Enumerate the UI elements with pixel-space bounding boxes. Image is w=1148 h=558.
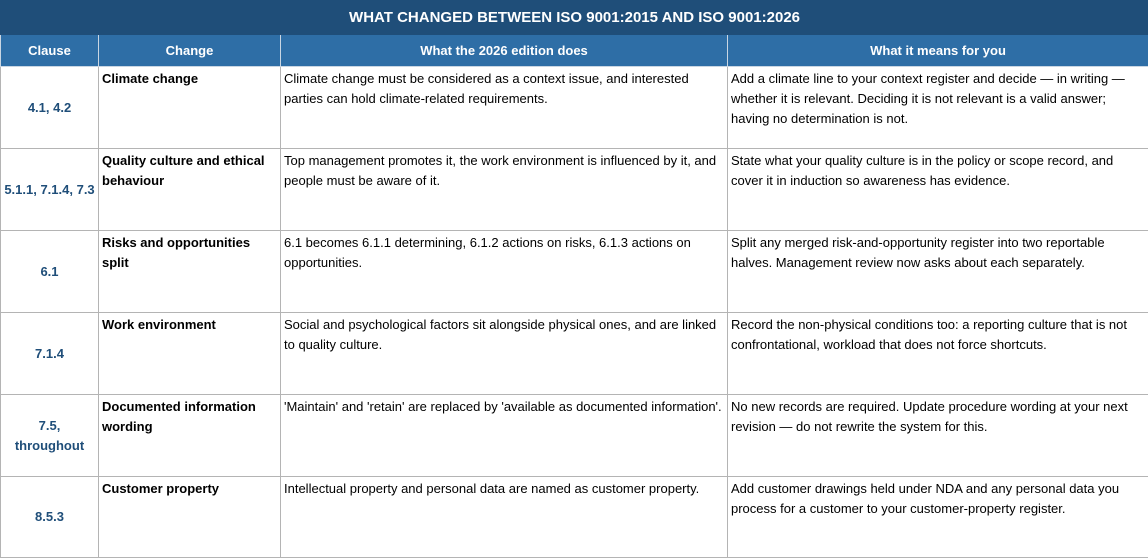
table-row: 7.1.4 Work environment Social and psycho… <box>0 312 1148 395</box>
clause-cell: 4.1, 4.2 <box>0 66 99 149</box>
title-row: WHAT CHANGED BETWEEN ISO 9001:2015 AND I… <box>0 0 1148 35</box>
does-cell: Intellectual property and personal data … <box>280 476 728 558</box>
change-cell: Work environment <box>98 312 281 395</box>
clause-cell: 5.1.1, 7.1.4, 7.3 <box>0 148 99 231</box>
does-cell: 'Maintain' and 'retain' are replaced by … <box>280 394 728 477</box>
table-row: 7.5, throughout Documented information w… <box>0 394 1148 477</box>
change-cell: Customer property <box>98 476 281 558</box>
header-change: Change <box>98 34 281 67</box>
change-cell: Quality culture and ethical behaviour <box>98 148 281 231</box>
clause-cell: 7.1.4 <box>0 312 99 395</box>
means-cell: Record the non-physical conditions too: … <box>726 312 1148 395</box>
does-cell: 6.1 becomes 6.1.1 determining, 6.1.2 act… <box>280 230 728 313</box>
does-cell: Climate change must be considered as a c… <box>280 66 728 149</box>
means-cell: Add customer drawings held under NDA and… <box>726 476 1148 558</box>
means-cell: Add a climate line to your context regis… <box>726 66 1148 149</box>
does-cell: Social and psychological factors sit alo… <box>280 312 728 395</box>
table-row: 6.1 Risks and opportunities split 6.1 be… <box>0 230 1148 313</box>
clause-cell: 6.1 <box>0 230 99 313</box>
header-row: Clause Change What the 2026 edition does… <box>0 34 1148 67</box>
header-clause: Clause <box>0 34 99 67</box>
means-cell: No new records are required. Update proc… <box>726 394 1148 477</box>
table-row: 8.5.3 Customer property Intellectual pro… <box>0 476 1148 558</box>
change-cell: Climate change <box>98 66 281 149</box>
header-means: What it means for you <box>726 34 1148 67</box>
means-cell: State what your quality culture is in th… <box>726 148 1148 231</box>
table-row: 4.1, 4.2 Climate change Climate change m… <box>0 66 1148 149</box>
change-cell: Risks and opportunities split <box>98 230 281 313</box>
table-title: WHAT CHANGED BETWEEN ISO 9001:2015 AND I… <box>0 0 1148 35</box>
table-row: 5.1.1, 7.1.4, 7.3 Quality culture and et… <box>0 148 1148 231</box>
does-cell: Top management promotes it, the work env… <box>280 148 728 231</box>
clause-cell: 8.5.3 <box>0 476 99 558</box>
header-does: What the 2026 edition does <box>280 34 728 67</box>
clause-cell: 7.5, throughout <box>0 394 99 477</box>
change-cell: Documented information wording <box>98 394 281 477</box>
means-cell: Split any merged risk-and-opportunity re… <box>726 230 1148 313</box>
